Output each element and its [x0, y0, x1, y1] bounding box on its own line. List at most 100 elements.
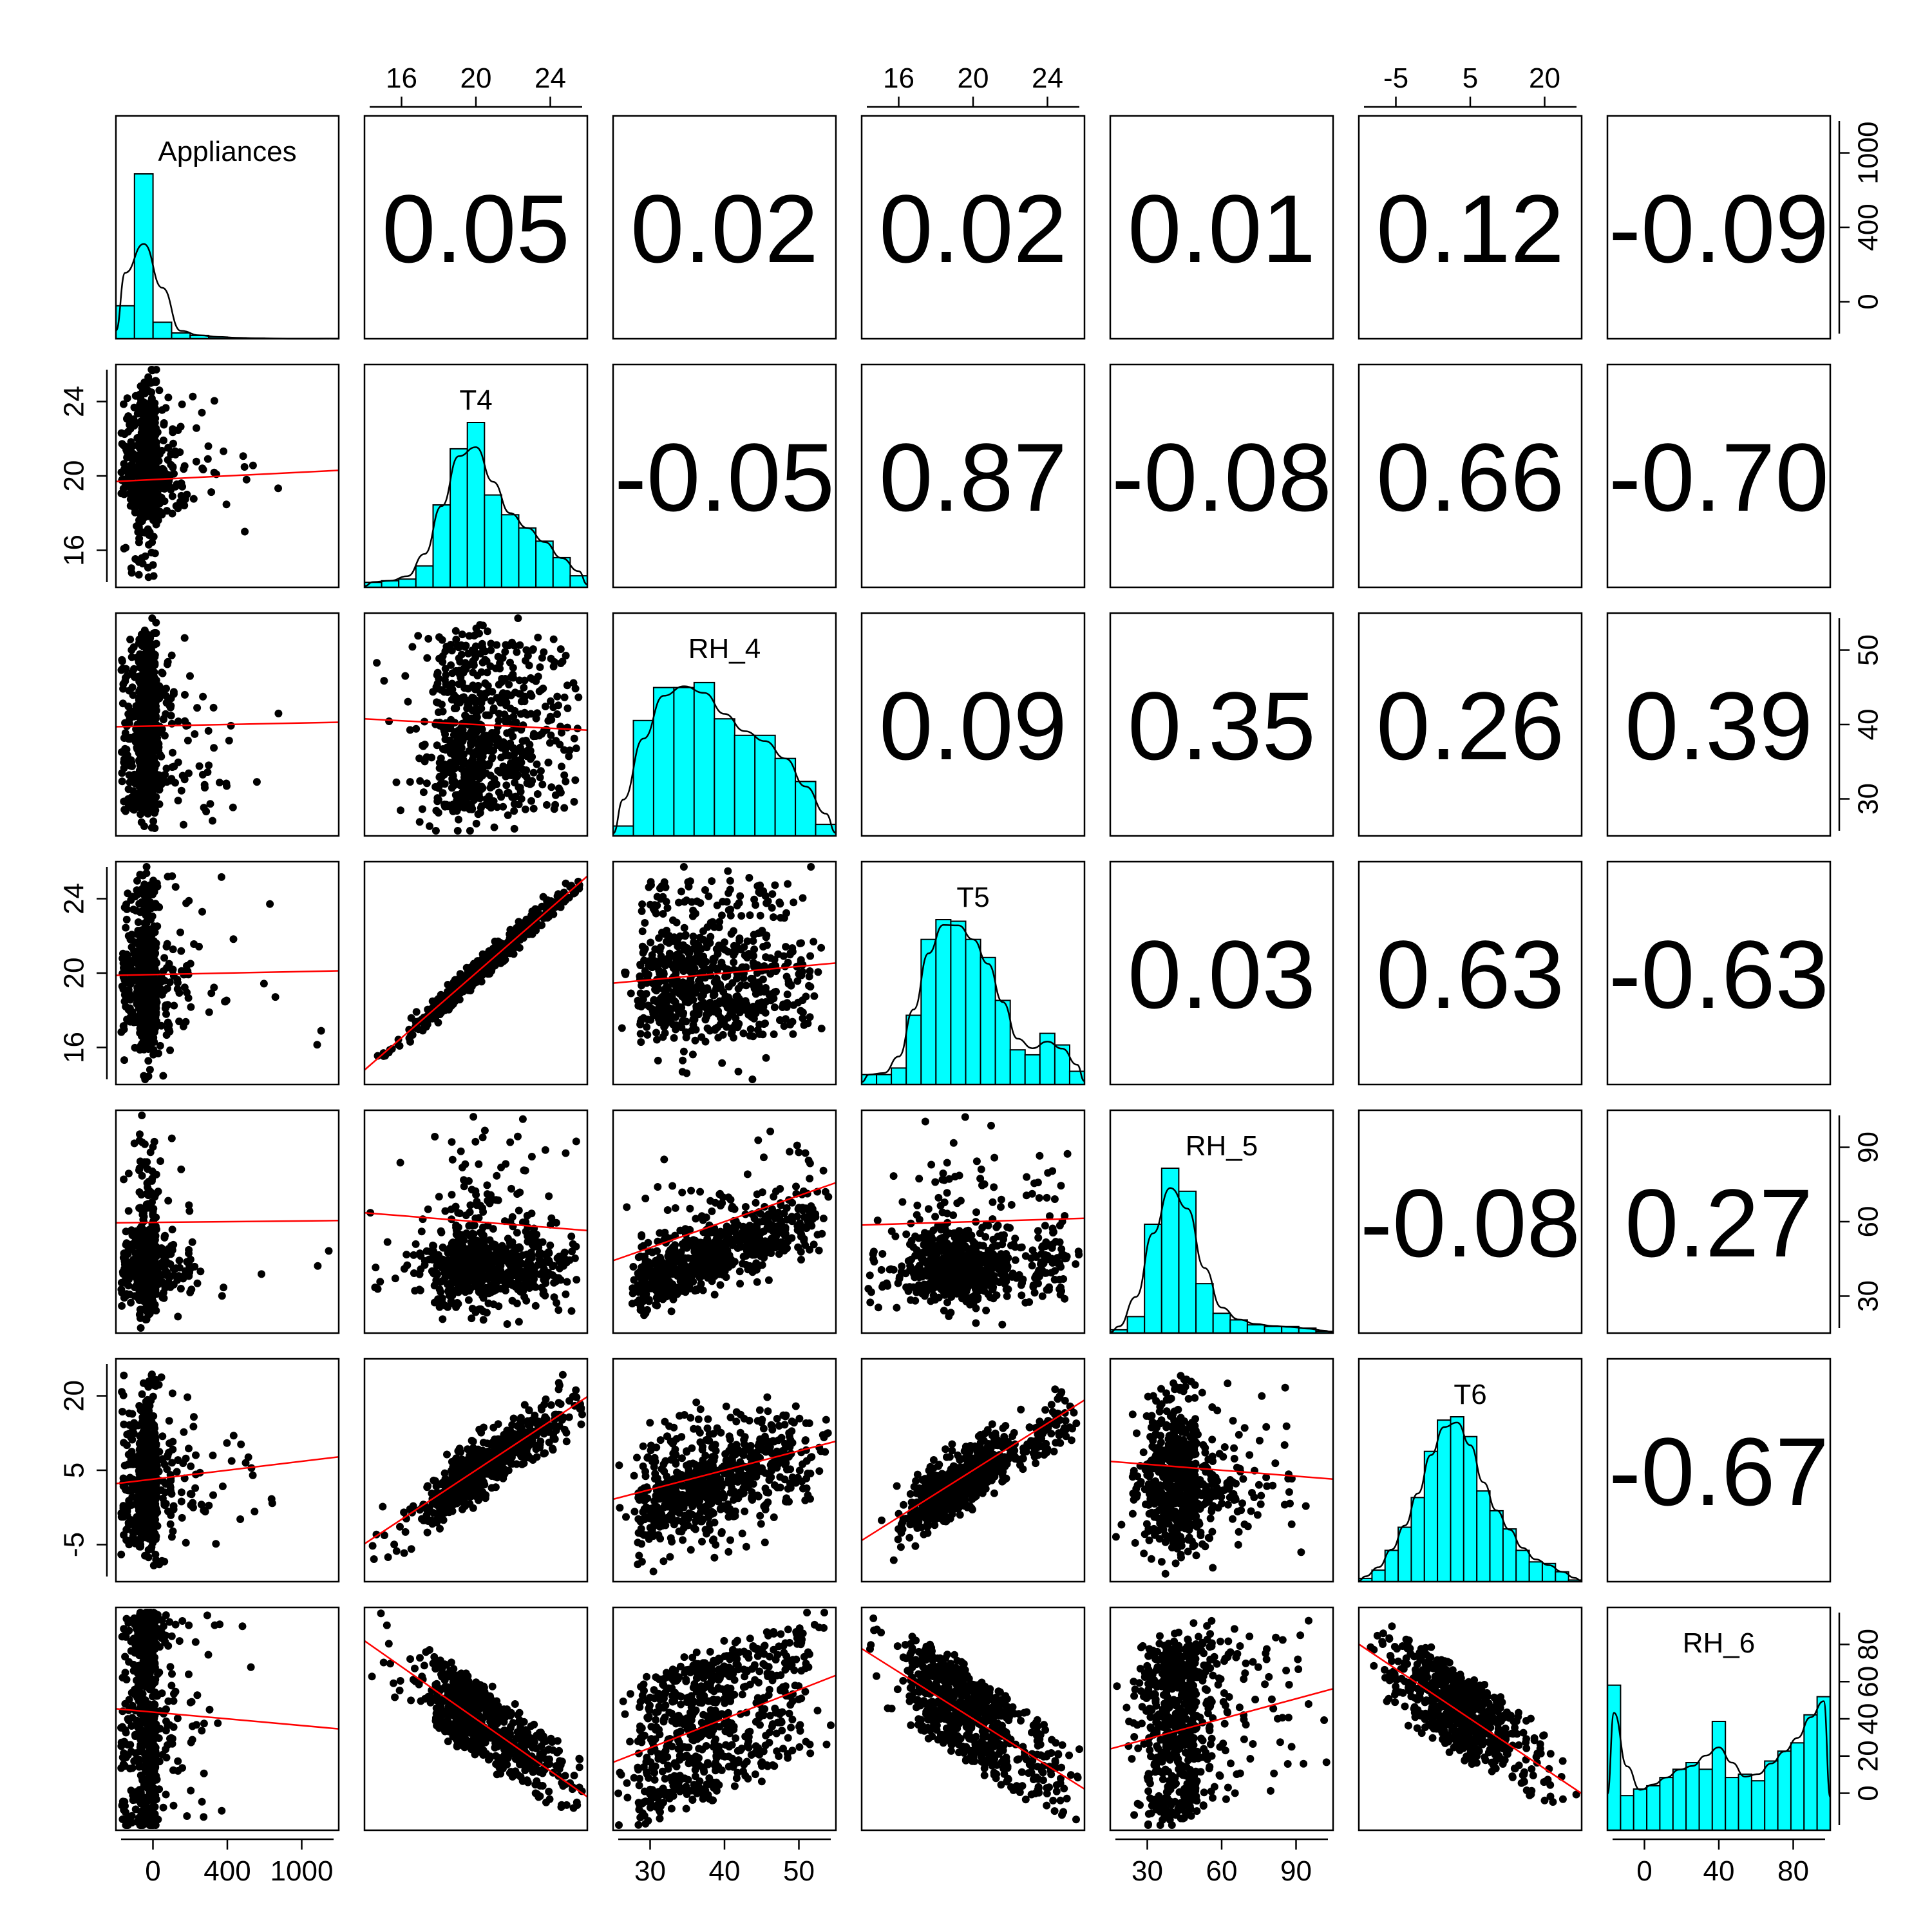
- data-point: [163, 507, 171, 515]
- data-point: [138, 694, 147, 702]
- data-point: [570, 798, 578, 806]
- data-point: [134, 918, 142, 926]
- data-point: [140, 882, 148, 891]
- data-point: [158, 669, 167, 677]
- data-point: [787, 981, 795, 990]
- data-point: [446, 768, 454, 777]
- data-point: [205, 1008, 213, 1016]
- data-point: [458, 726, 466, 734]
- data-point: [737, 912, 746, 920]
- data-point: [241, 527, 249, 536]
- data-point: [482, 761, 491, 770]
- data-point: [746, 911, 754, 920]
- data-point: [654, 1006, 663, 1014]
- data-point: [748, 1009, 757, 1016]
- data-point: [140, 1254, 149, 1262]
- data-point: [137, 404, 145, 413]
- data-point: [120, 1175, 128, 1184]
- data-point: [124, 1268, 133, 1276]
- data-point: [117, 429, 126, 437]
- data-point: [509, 663, 517, 672]
- data-point: [770, 1003, 779, 1012]
- data-point: [562, 1290, 570, 1298]
- data-point: [274, 709, 283, 717]
- data-point: [152, 518, 160, 527]
- data-point: [177, 479, 185, 488]
- data-point: [459, 785, 468, 793]
- data-point: [120, 460, 128, 468]
- data-point: [162, 942, 171, 951]
- data-point: [180, 983, 189, 992]
- data-point: [192, 457, 200, 466]
- data-point: [144, 1057, 153, 1065]
- data-point: [195, 762, 204, 770]
- data-point: [128, 762, 136, 770]
- data-point: [703, 1024, 712, 1032]
- data-point: [481, 656, 489, 664]
- data-point: [210, 744, 218, 752]
- data-point: [455, 815, 462, 824]
- data-point: [781, 962, 790, 971]
- data-point: [756, 911, 764, 920]
- data-point: [448, 784, 456, 792]
- data-point: [242, 475, 251, 484]
- data-point: [507, 759, 515, 768]
- data-point: [502, 693, 510, 701]
- data-point: [415, 754, 424, 762]
- data-point: [174, 797, 182, 805]
- data-point: [733, 902, 741, 910]
- data-point: [544, 759, 553, 767]
- data-point: [533, 760, 541, 768]
- data-point: [169, 462, 177, 471]
- data-point: [216, 779, 223, 787]
- data-point: [424, 634, 433, 643]
- data-point: [167, 1134, 176, 1142]
- data-point: [428, 997, 437, 1005]
- data-point: [129, 967, 138, 975]
- data-point: [138, 1112, 146, 1119]
- data-point: [118, 665, 127, 673]
- data-point: [204, 455, 212, 463]
- data-point: [147, 796, 156, 804]
- data-point: [696, 933, 704, 942]
- data-point: [750, 982, 758, 990]
- data-point: [520, 697, 529, 706]
- data-point: [453, 737, 462, 745]
- data-point: [797, 956, 805, 964]
- data-point: [536, 773, 544, 782]
- data-point: [527, 797, 535, 805]
- data-point: [638, 907, 646, 915]
- data-point: [168, 1226, 176, 1234]
- data-point: [779, 952, 788, 960]
- data-point: [644, 1001, 652, 1010]
- data-point: [806, 1013, 814, 1021]
- data-point: [185, 1207, 194, 1215]
- data-point: [472, 819, 480, 828]
- data-point: [147, 697, 155, 705]
- data-point: [140, 1204, 148, 1213]
- data-point: [412, 1008, 421, 1016]
- data-point: [771, 881, 779, 889]
- data-point: [159, 1072, 167, 1080]
- data-point: [636, 972, 644, 980]
- data-point: [418, 805, 426, 813]
- data-point: [150, 1137, 158, 1146]
- data-point: [130, 403, 138, 412]
- data-point: [217, 873, 225, 881]
- data-point: [773, 965, 781, 974]
- data-point: [715, 923, 723, 932]
- data-point: [124, 428, 132, 436]
- data-point: [728, 1024, 737, 1032]
- data-point: [495, 716, 503, 724]
- data-point: [122, 544, 130, 552]
- data-point: [138, 1263, 146, 1271]
- data-point: [453, 827, 462, 835]
- data-point: [167, 777, 175, 785]
- data-point: [719, 1030, 727, 1039]
- data-point: [533, 790, 542, 798]
- data-point: [133, 890, 142, 898]
- data-point: [509, 732, 517, 741]
- data-point: [135, 538, 143, 547]
- data-point: [169, 966, 176, 974]
- data-point: [469, 668, 477, 677]
